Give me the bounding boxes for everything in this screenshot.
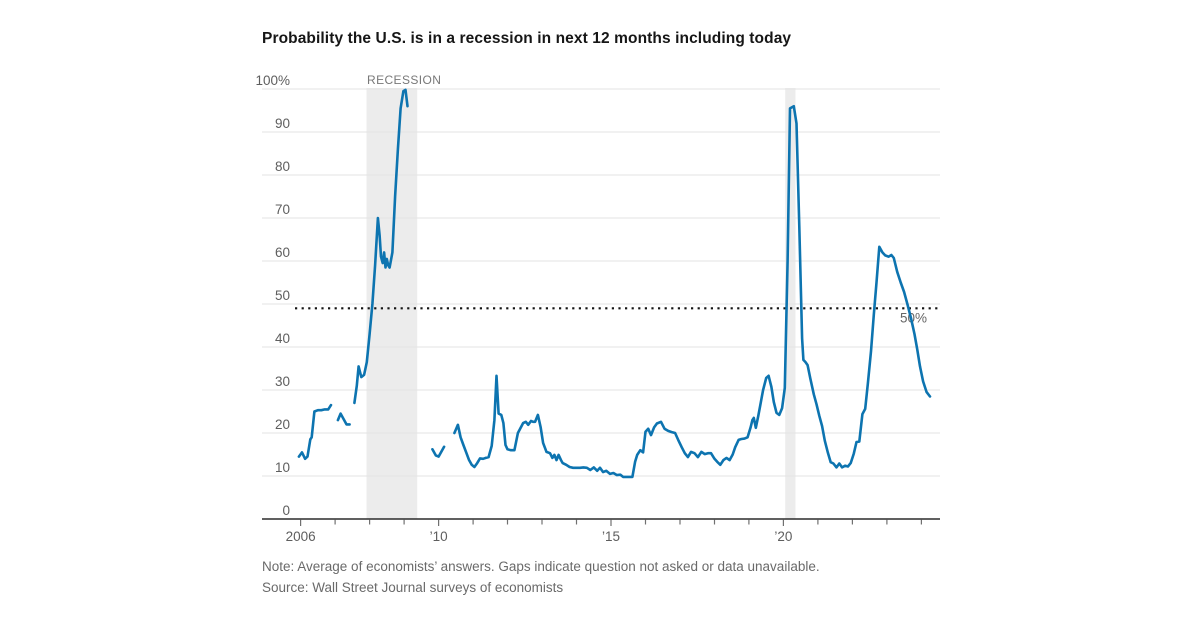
- page-title: Probability the U.S. is in a recession i…: [262, 30, 792, 47]
- y-axis-label: 70: [275, 202, 290, 217]
- fifty-pct-label: 50%: [900, 310, 927, 325]
- probability-line-segment: [453, 104, 932, 479]
- x-axis-label: ’15: [602, 529, 620, 544]
- y-axis-label: 100%: [255, 73, 290, 88]
- y-axis-label: 80: [275, 159, 290, 174]
- probability-line-segment: [336, 412, 351, 426]
- y-axis-label: 50: [275, 288, 290, 303]
- x-axis-label: ’10: [430, 529, 448, 544]
- y-axis-label: 90: [275, 116, 290, 131]
- probability-line-segment: [353, 88, 409, 405]
- x-axis-label: ’20: [774, 529, 792, 544]
- chart-notes: Note: Average of economists’ answers. Ga…: [262, 556, 982, 598]
- y-axis-label: 60: [275, 245, 290, 260]
- probability-line-segment: [431, 445, 446, 458]
- y-axis-label: 20: [275, 417, 290, 432]
- y-axis-label: 40: [275, 331, 290, 346]
- y-axis-label: 10: [275, 460, 290, 475]
- probability-line-segment: [297, 403, 333, 461]
- x-axis-label: 2006: [286, 529, 316, 544]
- y-axis-label: 30: [275, 374, 290, 389]
- note-line: Note: Average of economists’ answers. Ga…: [262, 559, 820, 574]
- recession-band-label: RECESSION: [367, 73, 441, 87]
- y-axis-label: 0: [282, 503, 290, 518]
- source-line: Source: Wall Street Journal surveys of e…: [262, 580, 564, 595]
